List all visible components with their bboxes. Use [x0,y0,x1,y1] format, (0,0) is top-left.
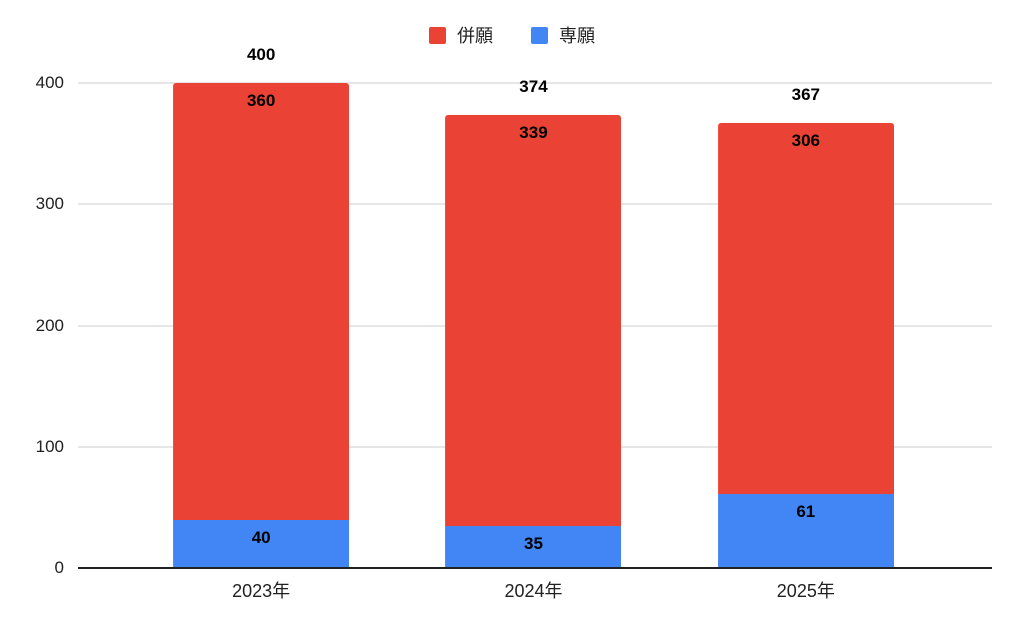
y-axis-labels: 0 100 200 300 400 [0,73,64,577]
bar-segment-専願[interactable]: 61 [717,494,894,568]
segment-value-label: 339 [519,122,548,142]
segment-value-label: 61 [796,502,816,522]
bar-group-2025年: 306 61 367 2025年 [670,83,942,601]
x-axis-category-label: 2024年 [504,581,563,601]
total-value-label: 374 [519,76,548,96]
chart-legend: 併願 専願 [0,22,1024,48]
total-value-label: 367 [791,85,820,105]
x-axis-category-label: 2025年 [776,581,835,601]
legend-label: 併願 [457,26,493,46]
bar-group-2023年: 360 40 400 2023年 [125,45,397,601]
gridline [78,82,992,84]
bar-segment-併願[interactable]: 360 [173,83,350,520]
y-axis-tick-label: 200 [35,315,64,335]
bar-segment-併願[interactable]: 339 [445,114,622,526]
legend-label: 専願 [559,26,595,46]
plot-area: 360 40 400 2023年 339 35 374 2024年 306 61 367 2025年 [78,45,992,601]
stacked-bar[interactable]: 306 61 [717,123,894,568]
bar-segment-併願[interactable]: 306 [717,123,894,495]
y-axis-tick-label: 100 [35,436,64,456]
segment-value-label: 40 [251,527,271,547]
legend-swatch-icon [429,26,446,44]
y-axis-tick-label: 0 [54,558,64,577]
bar-segment-専願[interactable]: 35 [445,525,622,568]
x-axis-category-label: 2023年 [232,581,291,601]
bar-segment-専願[interactable]: 40 [173,519,350,568]
y-axis-tick-label: 300 [35,194,64,214]
bar-group-2024年: 339 35 374 2024年 [397,77,669,601]
legend-item-0[interactable]: 併願 [429,22,493,48]
segment-value-label: 306 [791,131,820,151]
segment-value-label: 35 [524,533,543,553]
bars-row: 360 40 400 2023年 339 35 374 2024年 306 61 367 2025年 [78,45,992,601]
legend-swatch-icon [531,26,548,44]
total-value-label: 400 [246,45,276,64]
stacked-bar[interactable]: 360 40 [173,83,350,568]
x-axis-baseline [78,567,992,569]
stacked-bar[interactable]: 339 35 [445,114,622,568]
segment-value-label: 360 [246,91,276,110]
legend-item-1[interactable]: 専願 [531,22,595,48]
y-axis-tick-label: 400 [35,73,64,92]
